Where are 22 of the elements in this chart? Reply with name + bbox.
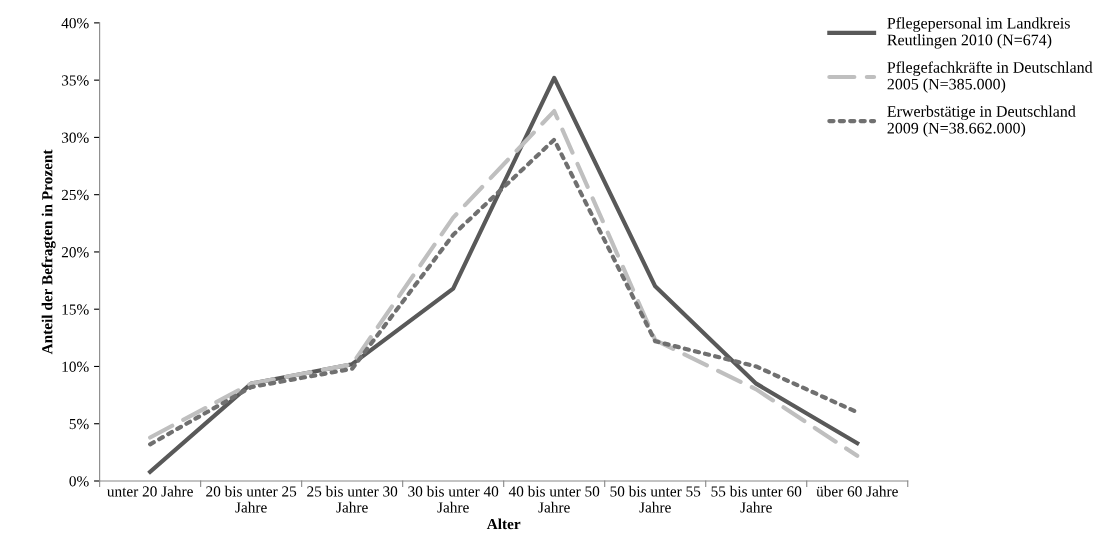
y-tick-label: 10% xyxy=(62,361,89,372)
y-tick-label: 25% xyxy=(61,189,89,201)
x-tick-label: 40 bis unter 50 Jahre xyxy=(508,485,600,513)
y-tick-label: 20% xyxy=(61,247,89,258)
x-tick-label: 25 bis unter 30 Jahre xyxy=(307,485,398,513)
y-tick-label: 5% xyxy=(69,418,89,430)
x-tick-label: 55 bis unter 60 Jahre xyxy=(711,485,802,513)
legend-label: Erwerbstätige in Deutschland 2009 (N=38.662.000) xyxy=(887,105,1076,137)
legend-label: Pflegepersonal im Landkreis Reutlingen 2010 (N=674) xyxy=(887,17,1070,49)
y-axis-title: Anteil der Befragten in Prozent xyxy=(41,149,56,355)
y-tick-label: 0% xyxy=(69,476,89,487)
y-tick-label: 35% xyxy=(61,75,89,86)
x-tick-label: 20 bis unter 25 Jahre xyxy=(206,485,297,513)
legend-label: Pflegefachkräfte in Deutschland 2005 (N=385.000) xyxy=(887,61,1093,93)
x-tick-label: unter 20 Jahre xyxy=(107,485,193,497)
x-tick-label: 30 bis unter 40 Jahre xyxy=(408,485,499,513)
y-tick-label: 40% xyxy=(61,18,89,29)
y-tick-label: 15% xyxy=(62,304,89,315)
x-axis-title: Alter xyxy=(486,518,521,530)
y-tick-label: 30% xyxy=(61,132,89,143)
x-tick-label: über 60 Jahre xyxy=(816,485,898,497)
x-tick-label: 50 bis unter 55 Jahre xyxy=(610,485,701,513)
